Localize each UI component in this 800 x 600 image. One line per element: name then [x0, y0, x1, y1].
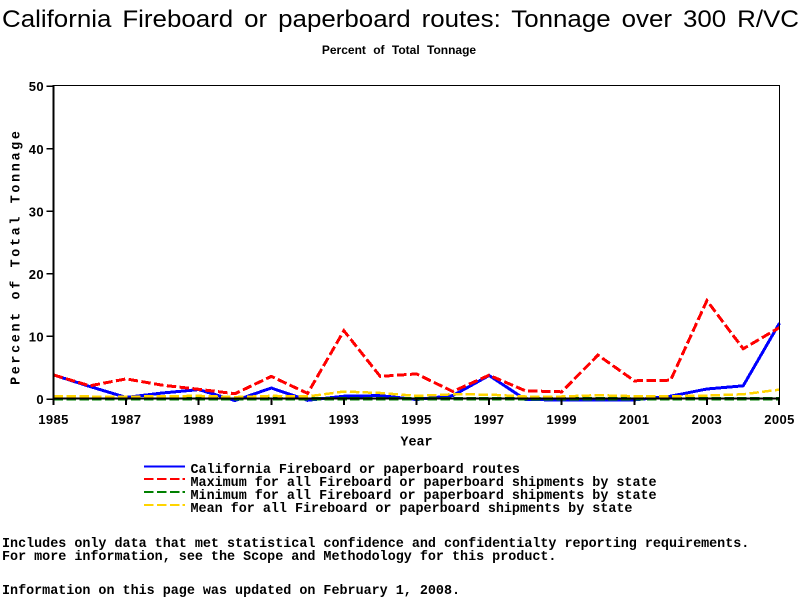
svg-text:Percent of Total Tonnage: Percent of Total Tonnage: [10, 128, 25, 384]
svg-text:1995: 1995: [401, 412, 432, 427]
svg-text:California Fireboard or paperb: California Fireboard or paperboard route…: [191, 463, 520, 478]
svg-text:1999: 1999: [546, 412, 577, 427]
svg-text:50: 50: [29, 79, 44, 94]
svg-text:2003: 2003: [692, 412, 723, 427]
svg-text:Maximum for all Fireboard or p: Maximum for all Fireboard or paperboard …: [191, 476, 657, 491]
svg-text:Mean for all Fireboard or pape: Mean for all Fireboard or paperboard shi…: [191, 502, 633, 517]
svg-text:1997: 1997: [474, 412, 505, 427]
svg-text:1993: 1993: [329, 412, 360, 427]
svg-text:40: 40: [29, 142, 44, 157]
svg-text:Minimum for all Fireboard or p: Minimum for all Fireboard or paperboard …: [191, 489, 657, 504]
svg-text:20: 20: [29, 267, 44, 282]
svg-text:1989: 1989: [183, 412, 214, 427]
svg-text:2005: 2005: [764, 412, 795, 427]
svg-text:Year: Year: [400, 436, 432, 451]
svg-text:1987: 1987: [111, 412, 142, 427]
svg-text:1991: 1991: [256, 412, 287, 427]
svg-text:2001: 2001: [619, 412, 650, 427]
svg-text:0: 0: [36, 392, 44, 407]
svg-text:30: 30: [29, 204, 44, 219]
svg-text:1985: 1985: [38, 412, 69, 427]
svg-text:10: 10: [29, 330, 44, 345]
